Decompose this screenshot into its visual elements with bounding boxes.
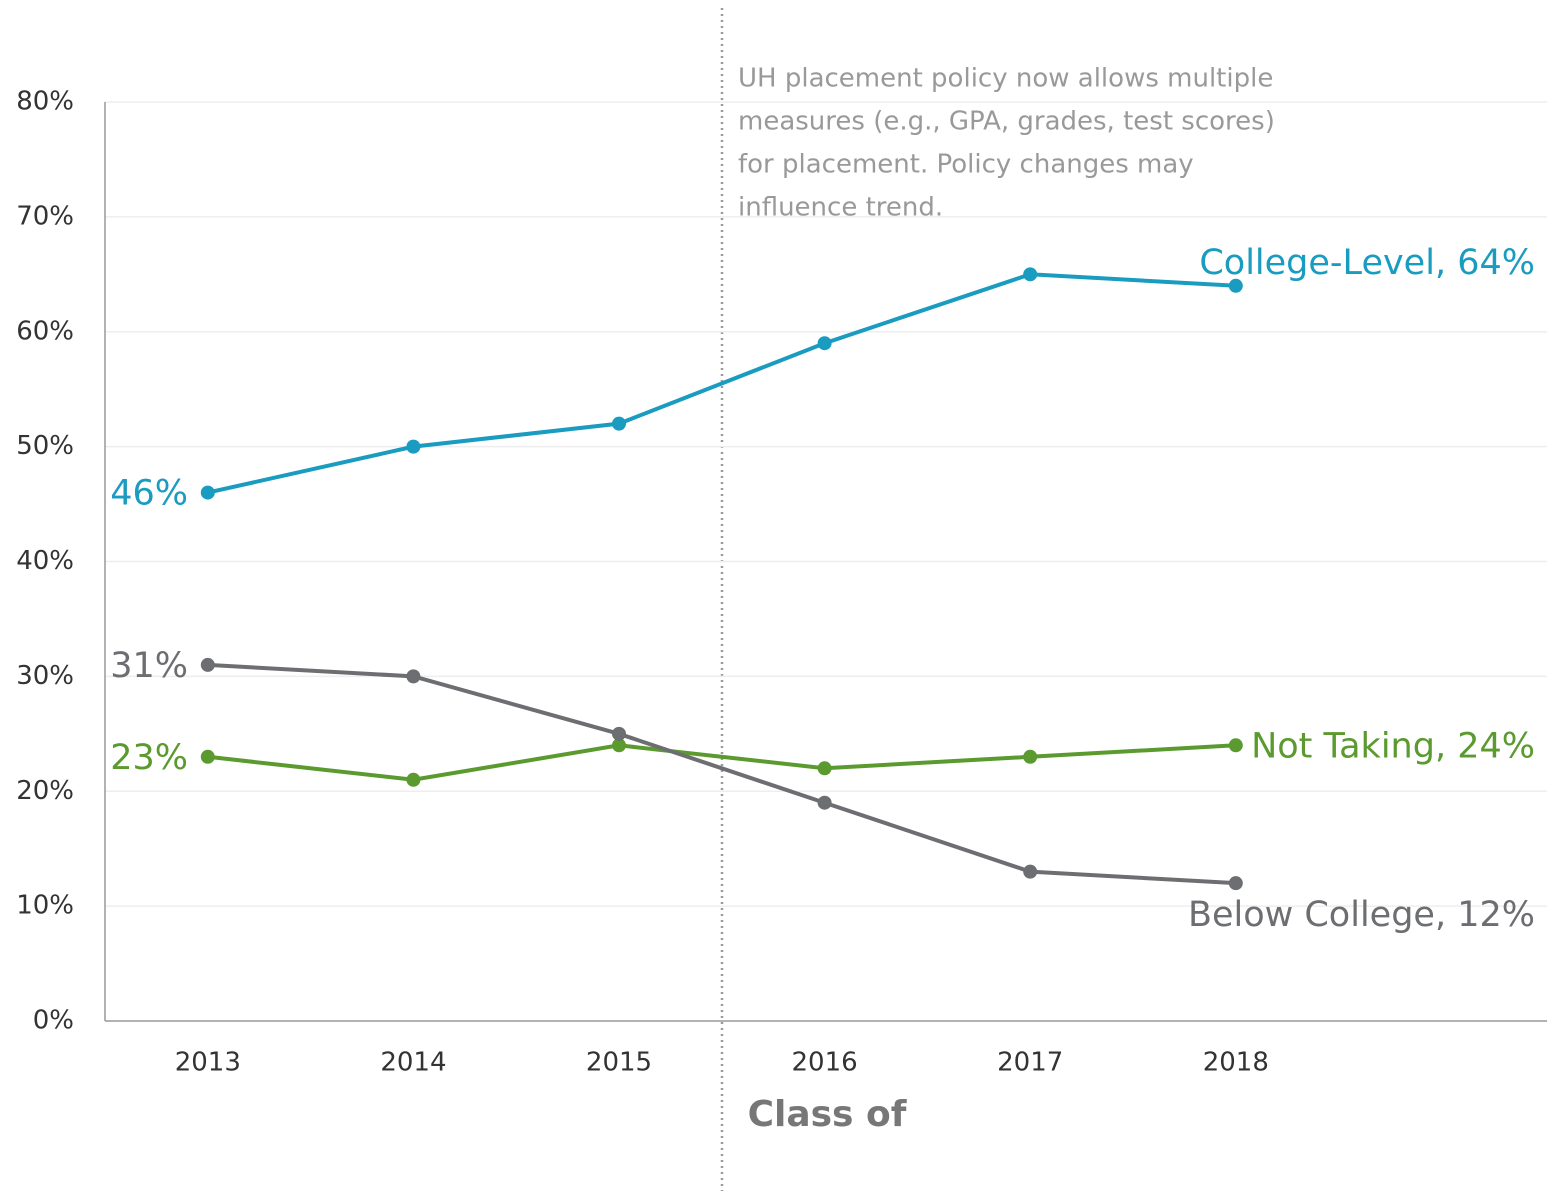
data-point [612,726,626,741]
y-tick-label: 0% [33,1006,74,1036]
x-tick-label: 2014 [380,1048,446,1078]
series-line [207,662,1236,886]
y-tick-label: 50% [16,431,74,461]
data-point [200,657,215,672]
data-point [200,749,215,764]
x-tick-label: 2015 [586,1048,652,1078]
data-point [817,336,832,351]
data-point [817,761,832,776]
series-line [207,743,1236,782]
y-tick-label: 30% [16,661,74,691]
data-label: 31% [110,646,188,686]
y-tick-label: 40% [16,546,74,576]
data-point [1023,267,1038,282]
data-label: Below College, 12% [1188,895,1535,935]
x-tick-label: 2016 [792,1048,858,1078]
data-point [1228,278,1243,293]
y-tick-label: 70% [16,201,74,231]
data-label: 46% [110,474,188,514]
y-tick-label: 10% [16,891,74,921]
data-point [817,795,832,810]
x-tick-label: 2017 [997,1048,1063,1078]
series-line [207,272,1236,495]
x-tick-label: 2018 [1203,1048,1269,1078]
data-point [406,772,421,787]
annotation: measures (e.g., GPA, grades, test scores… [738,107,1275,137]
data-point [1023,749,1038,764]
annotation: UH placement policy now allows multiple [738,64,1273,94]
data-point [612,738,626,753]
data-point [200,485,215,500]
data-point [612,416,626,431]
data-label: Not Taking, 24% [1251,726,1535,766]
y-tick-label: 80% [16,87,74,117]
y-tick-label: 20% [16,776,74,806]
data-point [406,669,421,684]
x-tick-label: 2013 [175,1048,241,1078]
data-point [1228,738,1243,753]
x-axis-title: Class of [748,1094,907,1135]
annotation: for placement. Policy changes may [738,150,1194,180]
data-point [1228,876,1243,891]
data-label: 23% [110,738,188,778]
data-label: College-Level, 64% [1199,243,1535,283]
annotation: influence trend. [738,193,943,223]
data-point [406,439,421,454]
data-point [1023,864,1038,879]
y-tick-label: 60% [16,316,74,346]
